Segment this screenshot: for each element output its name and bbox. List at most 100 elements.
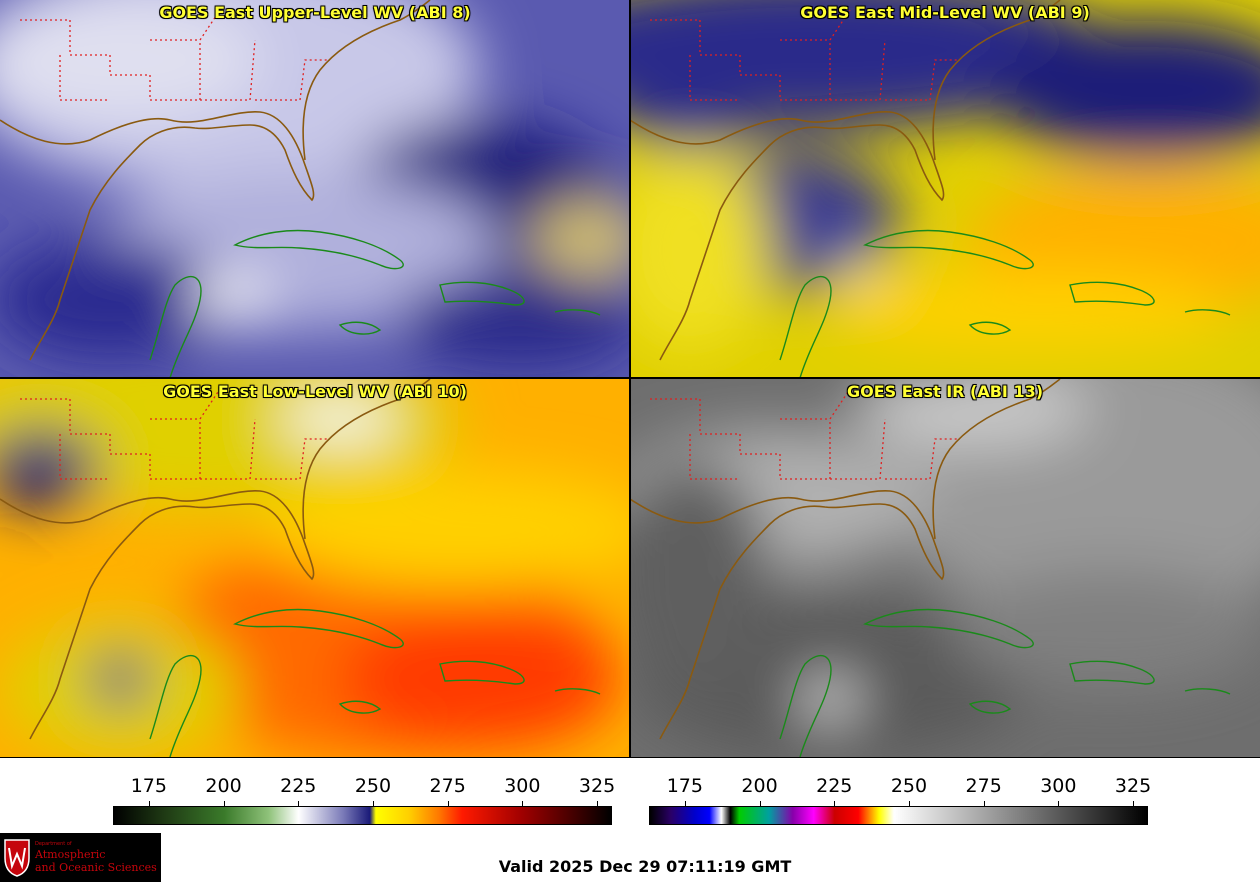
colorbar-water-vapor (113, 806, 612, 825)
aos-logo: Department of Atmospheric and Oceanic Sc… (0, 833, 161, 882)
colorbar-tick-label: 300 (504, 775, 541, 797)
state-border (110, 40, 201, 101)
state-border (200, 418, 256, 480)
moisture-region (630, 459, 770, 699)
imagery-cloud-field (630, 0, 1260, 350)
colorbar-infrared (649, 806, 1148, 825)
puerto-rico-outline (1184, 688, 1231, 695)
state-border (59, 55, 110, 101)
state-border (830, 39, 886, 101)
yucatan-outline (779, 654, 832, 757)
panel-divider-vertical (629, 0, 631, 758)
colorbar-tick-label: 250 (890, 775, 928, 797)
colorbar-tick-label: 200 (741, 775, 778, 797)
moisture-region (630, 150, 770, 350)
panel-ir: GOES East IR (ABI 13) (630, 379, 1260, 757)
moisture-region (280, 399, 400, 439)
map-overlay (630, 379, 1231, 757)
hispaniola-outline (439, 281, 525, 306)
gulf-coastline (630, 490, 945, 740)
moisture-region (800, 679, 860, 719)
jamaica-outline (968, 321, 1012, 335)
puerto-rico-outline (554, 688, 601, 695)
cuba-outline (863, 608, 1034, 649)
moisture-region (190, 280, 270, 320)
colorbar-tick-mark (1133, 801, 1135, 806)
moisture-region (0, 0, 260, 120)
colorbar-tick-mark (522, 801, 524, 806)
state-border (255, 59, 330, 101)
moisture-region (950, 569, 1260, 689)
colorbar-tick-label: 300 (1040, 775, 1077, 797)
jamaica-outline (338, 321, 382, 335)
hispaniola-outline (1069, 660, 1155, 685)
panel-title: GOES East Low-Level WV (ABI 10) (163, 382, 467, 401)
colorbar-tick-mark (1058, 801, 1060, 806)
jamaica-outline (968, 700, 1012, 714)
logo-line-2: and Oceanic Sciences (35, 861, 157, 874)
colorbar-tick-label: 325 (578, 775, 616, 797)
colorbar-tick-mark (372, 801, 374, 806)
state-border (740, 40, 831, 101)
moisture-region (90, 654, 150, 704)
logo-line-1: Atmospheric (35, 848, 106, 861)
colorbar-tick-label: 325 (1114, 775, 1152, 797)
state-border (650, 19, 741, 75)
colorbar-tick-mark (908, 801, 910, 806)
colorbar-tick-label: 175 (130, 775, 167, 797)
state-border (650, 398, 741, 454)
cuba-outline (233, 229, 404, 270)
moisture-region (850, 379, 1090, 449)
moisture-region (400, 270, 630, 370)
hispaniola-outline (1069, 281, 1155, 306)
imagery-mid-level-wv (630, 0, 1260, 378)
panel-upper-level-wv: GOES East Upper-Level WV (ABI 8) (0, 0, 630, 378)
moisture-region (0, 429, 100, 509)
panel-divider-horizontal (0, 377, 1260, 379)
colorbar-tick-mark (597, 801, 599, 806)
atlantic-coastline (302, 379, 431, 540)
colorbar-tick-label: 225 (280, 775, 317, 797)
uw-crest-icon (4, 839, 30, 877)
imagery-cloud-field (630, 379, 1260, 757)
colorbar-tick-mark (148, 801, 150, 806)
atlantic-coastline (302, 0, 431, 161)
moisture-region (830, 270, 1230, 350)
gulf-coastline (630, 111, 945, 361)
atlantic-coastline (932, 379, 1061, 540)
imagery-bottom-border (0, 757, 1260, 758)
gulf-coastline (0, 111, 315, 361)
moisture-region (340, 609, 620, 749)
imagery-ir (630, 379, 1260, 757)
puerto-rico-outline (554, 309, 601, 316)
panel-title: GOES East IR (ABI 13) (846, 382, 1044, 401)
state-border (255, 438, 330, 480)
panel-title: GOES East Upper-Level WV (ABI 8) (159, 3, 471, 22)
logo-department-text: Department of (35, 841, 72, 847)
map-overlay (0, 0, 601, 378)
jamaica-outline (338, 700, 382, 714)
state-border (689, 434, 740, 480)
valid-time: Valid 2025 Dec 29 07:11:19 GMT (498, 857, 792, 876)
colorbar-tick-label: 175 (666, 775, 703, 797)
panel-title: GOES East Mid-Level WV (ABI 9) (800, 3, 1090, 22)
state-border (20, 398, 111, 454)
moisture-region (630, 50, 770, 150)
imagery-cloud-field (0, 379, 630, 757)
cuba-outline (863, 229, 1034, 270)
moisture-region (990, 20, 1260, 160)
yucatan-outline (779, 275, 832, 378)
colorbar-tick-mark (834, 801, 836, 806)
colorbar-tick-label: 250 (354, 775, 392, 797)
state-border (20, 19, 111, 75)
puerto-rico-outline (1184, 309, 1231, 316)
panel-low-level-wv: GOES East Low-Level WV (ABI 10) (0, 379, 630, 757)
imagery-cloud-field (0, 0, 630, 370)
state-border (885, 438, 960, 480)
colorbar-tick-mark (759, 801, 761, 806)
moisture-region (835, 260, 875, 280)
colorbar-tick-label: 275 (965, 775, 1002, 797)
state-border (150, 388, 221, 420)
state-border (200, 39, 256, 101)
cuba-outline (233, 608, 404, 649)
